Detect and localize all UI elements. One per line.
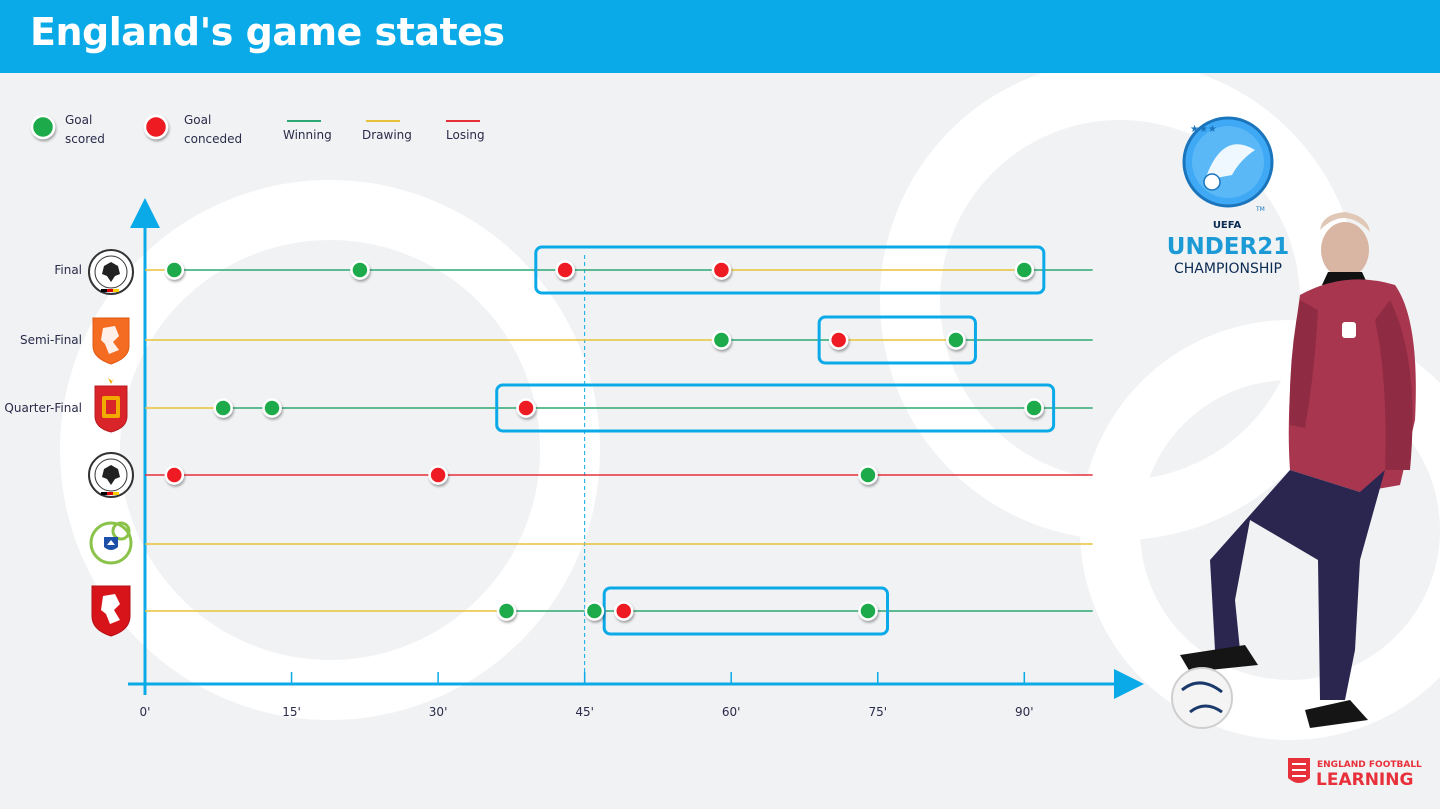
row-label: Final (54, 263, 82, 277)
goal-scored-marker (584, 601, 605, 621)
x-tick-label: 60' (722, 705, 741, 719)
legend-conceded-line1: Goal (184, 113, 211, 127)
goal-scored-marker (496, 601, 517, 621)
goal-scored-marker (946, 330, 966, 350)
legend-conceded-marker (143, 114, 169, 140)
coach-illustration (1171, 212, 1416, 729)
legend-losing-label: Losing (446, 128, 485, 142)
goal-scored-marker (164, 260, 185, 280)
row-label: Quarter-Final (4, 401, 82, 415)
goal-scored-marker (1014, 260, 1035, 280)
uefa-under21-logo: ★★★ TM UEFA UNDER21 CHAMPIONSHIP (1167, 116, 1289, 277)
goal-conceded-marker (711, 260, 732, 280)
goal-conceded-marker (164, 465, 185, 485)
match-row (145, 465, 1093, 485)
goal-scored-marker (213, 398, 233, 418)
goal-scored-marker (858, 465, 878, 485)
goal-scored-marker (711, 330, 732, 350)
championship-wordmark: CHAMPIONSHIP (1174, 261, 1282, 277)
match-row: Semi-Final (20, 315, 1093, 365)
legend-drawing-label: Drawing (362, 128, 412, 142)
legend-conceded-label: Goal conceded (184, 113, 242, 146)
page-title: England's game states (30, 10, 505, 54)
x-tick-label: 75' (868, 705, 887, 719)
highlight-box (817, 315, 977, 365)
team-badges (88, 249, 134, 637)
legend-scored-label: Goal scored (65, 113, 105, 146)
game-states-chart: Goal scored Goal conceded Winning Drawing … (4, 113, 1422, 790)
goal-scored-marker (858, 601, 878, 621)
goal-scored-marker (1024, 398, 1044, 418)
match-row (145, 586, 1093, 636)
highlight-box (495, 383, 1056, 433)
row-label: Semi-Final (20, 333, 82, 347)
goal-scored-marker (350, 260, 370, 280)
goal-conceded-marker (828, 330, 849, 350)
efl-bottom-text: LEARNING (1316, 770, 1413, 790)
uefa-tm: TM (1255, 206, 1265, 213)
header-bar: England's game states (0, 0, 1440, 73)
uefa-wordmark: UEFA (1213, 220, 1242, 231)
spain-crest-icon (94, 378, 128, 433)
england-football-learning-logo: ENGLAND FOOTBALL LEARNING (1288, 758, 1422, 790)
goal-conceded-marker (613, 601, 634, 621)
germany-crest-icon (88, 249, 134, 295)
slovenia-crest-icon (89, 521, 133, 565)
czechia-crest-icon (91, 585, 131, 637)
legend-conceded-line2: conceded (184, 132, 242, 146)
x-tick-label: 15' (282, 705, 301, 719)
highlight-box (602, 586, 890, 636)
goal-scored-marker (262, 398, 282, 418)
legend-scored-line2: scored (65, 132, 105, 146)
legend-scored-line1: Goal (65, 113, 92, 127)
x-tick-label: 90' (1015, 705, 1034, 719)
efl-top-text: ENGLAND FOOTBALL (1317, 760, 1422, 770)
legend-winning-label: Winning (283, 128, 332, 142)
under21-wordmark: UNDER21 (1167, 234, 1289, 260)
x-tick-label: 30' (429, 705, 448, 719)
goal-conceded-marker (516, 398, 536, 418)
legend-scored-marker (30, 114, 56, 140)
goal-conceded-marker (428, 465, 448, 485)
germany-crest-icon (88, 452, 134, 498)
match-row: Final (54, 245, 1093, 295)
netherlands-crest-icon (92, 317, 130, 365)
rows: Final Semi-Final Quarter-Final (4, 245, 1093, 636)
highlight-box (534, 245, 1046, 295)
legend: Goal scored Goal conceded Winning Drawing … (30, 113, 485, 146)
x-tick-label: 45' (575, 705, 594, 719)
x-ticks: 0' 15' 30' 45' 60' 75' 90' (140, 672, 1034, 719)
x-tick-label: 0' (140, 705, 151, 719)
match-row: Quarter-Final (4, 383, 1093, 433)
uefa-stars: ★★★ (1190, 124, 1217, 135)
goal-conceded-marker (555, 260, 575, 280)
